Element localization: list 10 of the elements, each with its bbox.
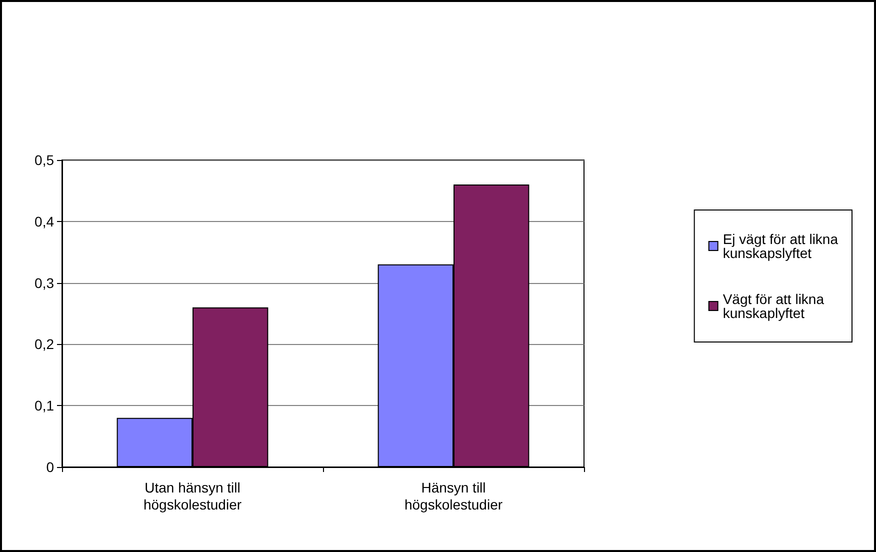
- y-tick-label: 0: [46, 459, 54, 475]
- y-tick-label: 0,5: [34, 152, 54, 168]
- y-tick-label: 0,4: [34, 213, 54, 230]
- y-tick-label: 0,1: [34, 398, 54, 414]
- y-tick-label: 0,3: [34, 274, 54, 291]
- x-tick-label: Hänsyn till högskolestudier: [404, 480, 503, 512]
- x-tick-label: Utan hänsyn till högskolestudier: [143, 480, 242, 512]
- y-tick-label: 0,2: [34, 336, 54, 352]
- legend-label: Ej vägt för att likna kunskapslyftet: [722, 231, 838, 261]
- legend-label: Vägt för att likna kunskaplyftet: [722, 291, 824, 321]
